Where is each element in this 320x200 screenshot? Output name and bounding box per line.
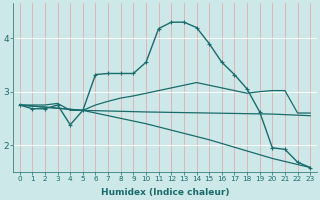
X-axis label: Humidex (Indice chaleur): Humidex (Indice chaleur) [101,188,229,197]
